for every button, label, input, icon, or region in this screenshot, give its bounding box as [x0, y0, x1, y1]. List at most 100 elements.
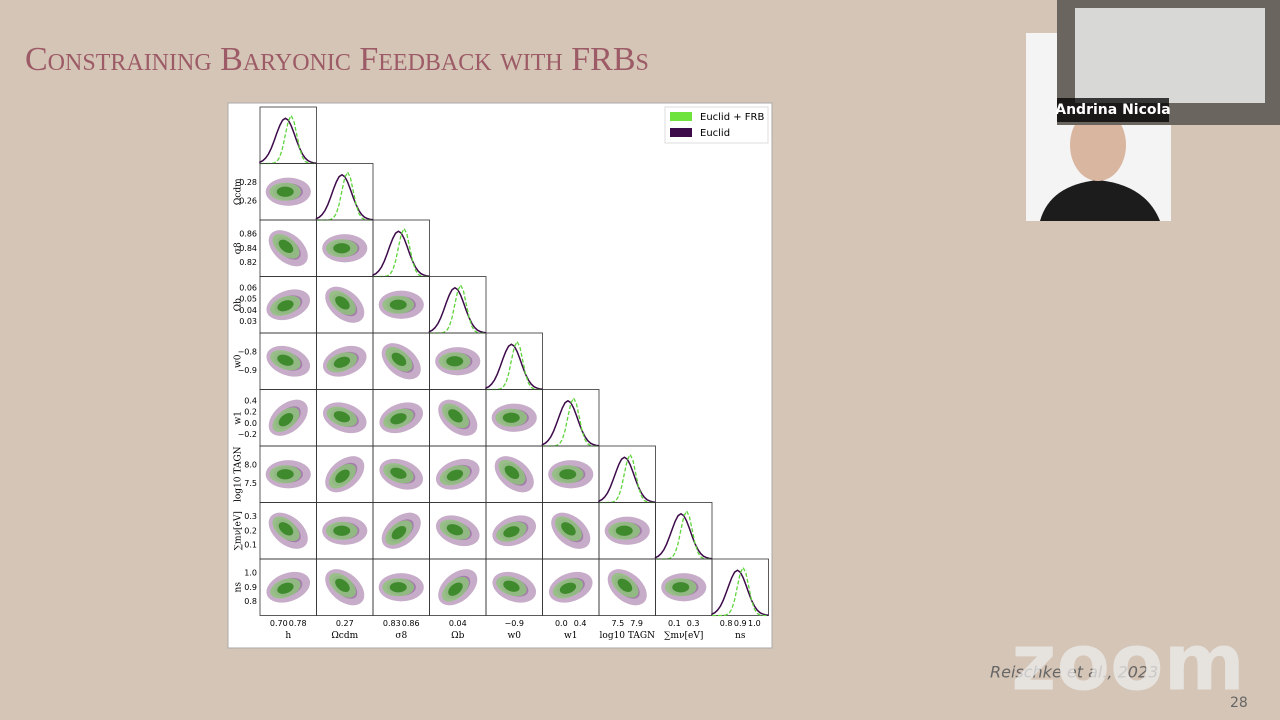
contour-frb [278, 522, 294, 536]
contour-frb [277, 354, 294, 366]
zoom-watermark: zoom [1011, 618, 1245, 708]
marginal-euclid [428, 286, 487, 334]
x-axis-label: σ8 [395, 631, 407, 641]
contour-frb [335, 469, 350, 483]
y-tick-label: 0.1 [244, 540, 257, 549]
marginal-euclid [654, 512, 713, 560]
contour-frb [278, 412, 294, 427]
contour-frb [448, 409, 463, 423]
contour-frb [446, 524, 464, 536]
contour-frb [617, 578, 633, 593]
contour-frb [333, 243, 351, 254]
y-axis-label: ∑mν[eV] [234, 511, 244, 550]
y-tick-label: 0.4 [244, 396, 257, 405]
x-tick-label: 0.04 [449, 619, 467, 628]
y-axis-label: w1 [234, 411, 244, 424]
x-tick-label: 0.27 [336, 619, 354, 628]
x-tick-label: 0.86 [402, 619, 420, 628]
contour-frb [391, 525, 407, 540]
y-tick-label: −0.8 [238, 347, 257, 356]
marginal-euclid [598, 456, 656, 504]
contour-frb [277, 300, 294, 312]
x-tick-label: 7.5 [611, 619, 624, 628]
y-tick-label: 0.28 [239, 178, 257, 187]
contour-frb [390, 413, 407, 425]
y-tick-label: 0.9 [244, 583, 257, 592]
y-tick-label: 8.0 [244, 460, 257, 469]
contour-frb [276, 186, 294, 197]
page-number: 28 [1230, 695, 1248, 711]
contour-frb [559, 469, 577, 480]
contour-frb [276, 469, 294, 480]
contour-frb [278, 239, 294, 254]
contour-frb [277, 582, 294, 594]
x-tick-label: 0.0 [555, 619, 568, 628]
contour-frb [502, 412, 520, 423]
figure [227, 102, 773, 649]
speaker-name: Andrina Nicola [1055, 102, 1171, 118]
y-tick-label: 0.8 [244, 597, 257, 606]
contour-frb [448, 582, 463, 596]
y-axis-label: Ωb [234, 298, 244, 311]
contour-frb [333, 525, 351, 536]
contour-frb [559, 582, 577, 594]
camera-screen [1075, 8, 1265, 103]
contour-frb [504, 465, 520, 480]
x-tick-label: 0.70 [270, 619, 288, 628]
contour-frb [335, 578, 350, 593]
y-tick-label: 0.3 [244, 512, 257, 521]
contour-frb [389, 299, 407, 310]
y-tick-label: 0.03 [239, 317, 257, 326]
y-tick-label: 0.2 [244, 408, 257, 417]
marginal-euclid [711, 569, 769, 617]
legend-swatch [670, 128, 692, 137]
contour-frb [446, 469, 464, 481]
legend-label: Euclid [700, 128, 730, 139]
x-tick-label: 0.9 [734, 619, 747, 628]
x-axis-label: Ωcdm [331, 631, 358, 641]
contour-frb [561, 522, 576, 536]
contour-frb [389, 582, 407, 593]
slide-title: Constraining Baryonic Feedback with FRBs [25, 41, 649, 78]
y-tick-label: 0.86 [239, 230, 257, 239]
citation: Reischke et al., 2023 [990, 663, 1158, 682]
contour-frb [391, 352, 407, 367]
x-axis-label: h [285, 631, 291, 641]
y-tick-label: 0.05 [239, 295, 257, 304]
x-tick-label: 0.1 [668, 619, 681, 628]
y-tick-label: 0.26 [239, 197, 257, 206]
marginal-euclid [541, 399, 600, 447]
x-tick-label: 0.78 [289, 619, 307, 628]
x-axis-label: ns [735, 631, 746, 641]
x-axis-label: Ωb [451, 631, 464, 641]
y-tick-label: 7.5 [244, 479, 257, 488]
y-tick-label: −0.2 [238, 430, 257, 439]
contour-frb [335, 296, 350, 310]
marginal-euclid [315, 173, 374, 221]
y-axis-label: ns [234, 582, 244, 593]
contour-frb [390, 467, 407, 479]
contour-frb [615, 525, 633, 536]
y-tick-label: 0.06 [239, 283, 257, 292]
x-tick-label: 0.8 [720, 619, 733, 628]
panel [711, 558, 769, 616]
contour-frb [503, 526, 520, 538]
x-axis-label: log10 TAGN [600, 631, 656, 641]
x-tick-label: 1.0 [748, 619, 761, 628]
marginal-euclid [372, 230, 430, 278]
contour-frb [333, 411, 351, 423]
contour-frb [446, 356, 464, 367]
legend-label: Euclid + FRB [700, 112, 764, 123]
marginal-euclid [485, 343, 543, 391]
y-axis-label: Ωcdm [234, 178, 244, 205]
y-tick-label: 0.2 [244, 526, 257, 535]
marginal-frb [712, 566, 769, 617]
x-axis-label: w0 [508, 631, 522, 641]
y-axis-label: σ8 [234, 242, 244, 254]
y-axis-label: log10 TAGN [234, 446, 244, 502]
x-tick-label: −0.9 [505, 619, 524, 628]
x-tick-label: 7.9 [630, 619, 643, 628]
marginal-euclid [259, 117, 317, 165]
